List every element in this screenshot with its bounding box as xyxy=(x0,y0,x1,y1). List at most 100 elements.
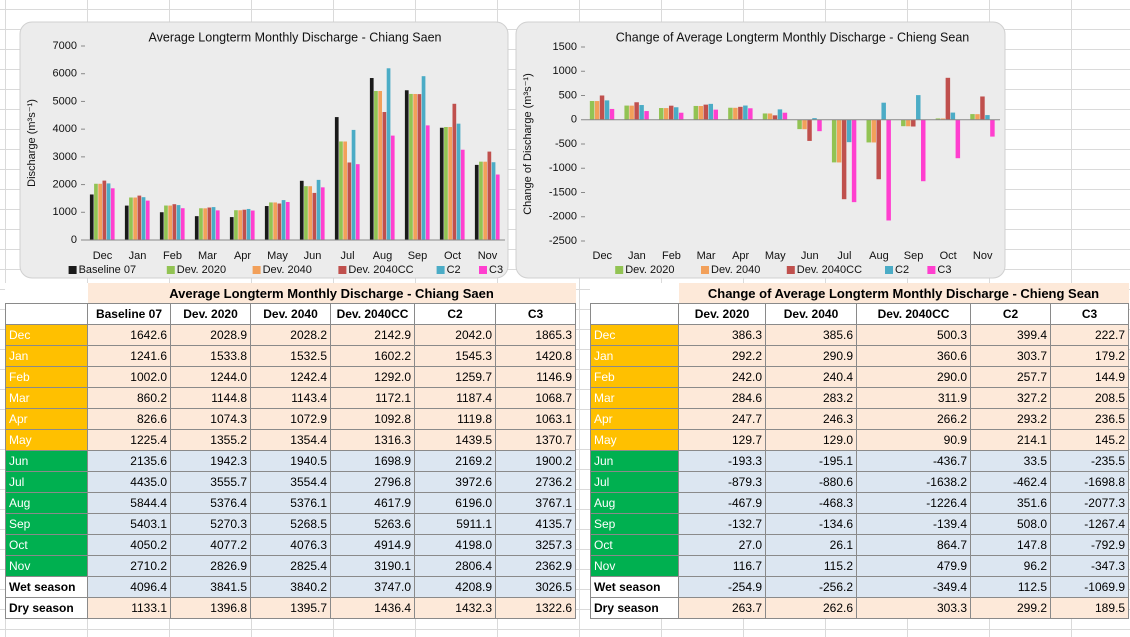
cell: 1063.1 xyxy=(494,408,577,430)
bar xyxy=(762,113,768,120)
bar xyxy=(906,119,911,127)
chart-area xyxy=(515,21,1006,279)
table-row: Sep 5403.1 5270.3 5268.5 5263.6 5911.1 4135.7 xyxy=(5,513,577,535)
bar xyxy=(487,151,492,240)
bar xyxy=(456,123,461,240)
bar xyxy=(203,208,207,240)
cell: 2710.2 xyxy=(87,555,171,577)
cell: 4435.0 xyxy=(87,471,171,493)
chart-title: Change of Average Longterm Monthly Disch… xyxy=(616,30,970,44)
cell: 864.7 xyxy=(856,534,971,556)
cell: -462.4 xyxy=(970,471,1051,493)
bar xyxy=(180,208,185,240)
row-label: Jul xyxy=(5,471,88,493)
legend-swatch xyxy=(436,266,445,274)
cell: 4617.9 xyxy=(330,492,415,514)
bar xyxy=(644,111,649,120)
cell: 283.2 xyxy=(765,387,857,409)
bar xyxy=(609,108,615,120)
bar xyxy=(425,125,430,240)
cell: 399.4 xyxy=(970,324,1051,346)
bar xyxy=(483,161,487,240)
bar xyxy=(901,119,906,127)
title-row: Change of Average Longterm Monthly Disch… xyxy=(591,283,1129,304)
row-label: Sep xyxy=(5,513,88,535)
cell: -1267.4 xyxy=(1050,513,1129,535)
row-label: Dry season xyxy=(5,597,88,619)
table-row: Dec 1642.6 2028.9 2028.2 2142.9 2042.0 1865.3 xyxy=(5,324,577,346)
bar xyxy=(343,141,347,240)
legend-swatch xyxy=(479,266,487,274)
bar xyxy=(599,95,605,120)
cell: 299.2 xyxy=(970,597,1051,619)
cell: 1322.6 xyxy=(494,597,577,619)
title-row: Average Longterm Monthly Discharge - Chi… xyxy=(6,283,576,304)
bar xyxy=(772,115,778,120)
bar xyxy=(277,203,282,240)
bar xyxy=(347,162,352,240)
y-tick-label: 4000 xyxy=(53,123,77,135)
cell: 4135.7 xyxy=(494,513,577,535)
cell: -1698.8 xyxy=(1050,471,1129,493)
cell: 311.9 xyxy=(856,387,971,409)
bar xyxy=(812,118,817,120)
legend-label: Dev. 2040 xyxy=(263,264,312,276)
bar xyxy=(851,119,857,203)
x-tick-label: Aug xyxy=(373,250,393,262)
cell: 2169.2 xyxy=(414,450,496,472)
bar xyxy=(990,119,995,137)
legend-swatch xyxy=(252,266,261,274)
legend-label: C2 xyxy=(447,264,461,276)
bar xyxy=(940,118,946,120)
row-label: Sep xyxy=(590,513,679,535)
y-tick-label: 6000 xyxy=(53,68,77,80)
bar xyxy=(382,112,387,240)
cell: 4208.9 xyxy=(414,576,496,598)
bar xyxy=(207,207,212,240)
cell: 1225.4 xyxy=(87,429,171,451)
cell: -436.7 xyxy=(856,450,971,472)
y-tick-label: 5000 xyxy=(53,95,77,107)
bar xyxy=(935,118,941,120)
table-row: Jan 292.2 290.9 360.6 303.7 179.2 xyxy=(590,345,1129,367)
cell: 1292.0 xyxy=(330,366,415,388)
cell: 5263.6 xyxy=(330,513,415,535)
bar xyxy=(351,129,356,240)
column-header: Dev. 2020 xyxy=(170,303,251,325)
bar xyxy=(89,194,94,240)
cell: 2142.9 xyxy=(330,324,415,346)
cell: 1072.9 xyxy=(250,408,331,430)
cell: 303.7 xyxy=(970,345,1051,367)
bar xyxy=(308,186,312,240)
column-header: Dev. 2040CC xyxy=(856,303,971,325)
cell: 4076.3 xyxy=(250,534,331,556)
bar xyxy=(767,113,773,120)
column-header: Baseline 07 xyxy=(87,303,171,325)
row-label: Jul xyxy=(590,471,679,493)
row-label: Feb xyxy=(590,366,679,388)
bar xyxy=(304,186,308,240)
y-axis-label: Change of Discharge (m³s⁻¹) xyxy=(522,73,534,215)
column-header: C2 xyxy=(970,303,1051,325)
cell: 115.2 xyxy=(765,555,857,577)
cell: 290.9 xyxy=(765,345,857,367)
cell: 1439.5 xyxy=(414,429,496,451)
cell: -880.6 xyxy=(765,471,857,493)
cell: 4914.9 xyxy=(330,534,415,556)
cell: 246.3 xyxy=(765,408,857,430)
bar xyxy=(273,202,277,240)
bar xyxy=(339,141,343,240)
cell: 145.2 xyxy=(1050,429,1129,451)
row-label: Wet season xyxy=(5,576,88,598)
cell: 5403.1 xyxy=(87,513,171,535)
row-label: Mar xyxy=(590,387,679,409)
table-row: Apr 247.7 246.3 266.2 293.2 236.5 xyxy=(590,408,1129,430)
cell: 112.5 xyxy=(970,576,1051,598)
x-tick-label: Oct xyxy=(444,250,461,262)
table-row: Aug -467.9 -468.3 -1226.4 351.6 -2077.3 xyxy=(590,492,1129,514)
row-label: Oct xyxy=(5,534,88,556)
bar xyxy=(176,205,181,240)
cell: 266.2 xyxy=(856,408,971,430)
cell: 208.5 xyxy=(1050,387,1129,409)
bar xyxy=(250,210,255,240)
